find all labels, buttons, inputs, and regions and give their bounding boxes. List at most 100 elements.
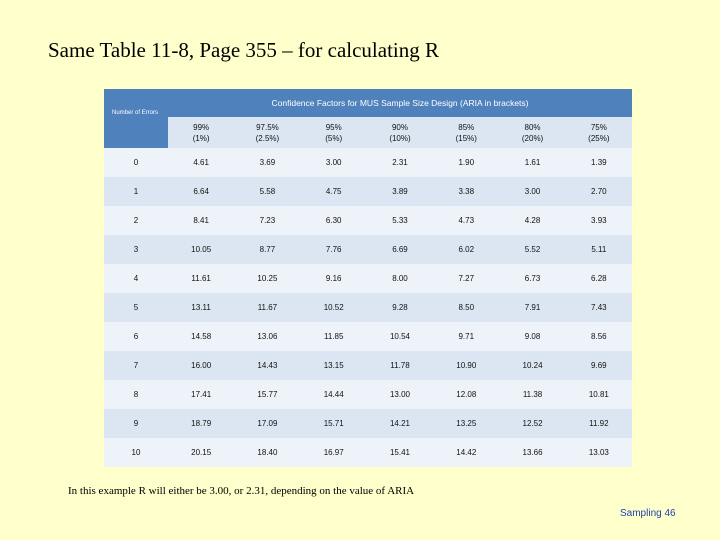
factor-cell: 14.58 (168, 322, 235, 351)
confidence-column-header: 80% (20%) (499, 117, 566, 148)
table-row: 2 8.41 7.23 6.30 5.33 4.73 4.28 3.93 (104, 206, 632, 235)
factor-cell: 1.90 (433, 148, 500, 177)
aria-level: (15%) (455, 133, 477, 143)
factor-cell: 11.85 (300, 322, 367, 351)
slide-footer: Sampling 46 (620, 508, 676, 519)
aria-level: (25%) (588, 133, 610, 143)
factor-cell: 9.08 (499, 322, 566, 351)
aria-level: (10%) (389, 133, 411, 143)
factor-cell: 11.61 (168, 264, 235, 293)
confidence-column-header: 90% (10%) (366, 117, 434, 148)
table-row: 9 18.79 17.09 15.71 14.21 13.25 12.52 11.92 (104, 409, 632, 438)
factor-cell: 11.92 (565, 409, 632, 438)
aria-level: (20%) (521, 133, 544, 143)
table-caption: Confidence Factors for MUS Sample Size D… (168, 89, 632, 117)
factor-cell: 13.66 (499, 438, 566, 467)
confidence-factors-table: Number of Errors Confidence Factors for … (104, 89, 632, 467)
factor-cell: 10.24 (499, 351, 566, 380)
factor-cell: 11.78 (366, 351, 434, 380)
factor-cell: 9.28 (366, 293, 434, 322)
factor-cell: 7.43 (565, 293, 632, 322)
error-count-cell: 4 (104, 264, 168, 293)
factor-cell: 10.25 (234, 264, 301, 293)
factor-cell: 10.81 (565, 380, 632, 409)
factor-cell: 17.09 (234, 409, 301, 438)
factor-cell: 17.41 (168, 380, 235, 409)
factor-cell: 12.08 (433, 380, 500, 409)
factor-cell: 15.71 (300, 409, 367, 438)
factor-cell: 10.52 (300, 293, 367, 322)
table-row: 5 13.11 11.67 10.52 9.28 8.50 7.91 7.43 (104, 293, 632, 322)
table-row: 8 17.41 15.77 14.44 13.00 12.08 11.38 10.81 (104, 380, 632, 409)
error-count-cell: 1 (104, 177, 168, 206)
confidence-level: 85% (458, 122, 475, 132)
factor-cell: 9.69 (565, 351, 632, 380)
factor-cell: 11.38 (499, 380, 566, 409)
factor-cell: 1.61 (499, 148, 566, 177)
factor-cell: 8.41 (168, 206, 235, 235)
factor-cell: 6.64 (168, 177, 235, 206)
factor-cell: 4.75 (300, 177, 367, 206)
factor-cell: 13.15 (300, 351, 367, 380)
factor-cell: 13.03 (565, 438, 632, 467)
factor-cell: 5.33 (366, 206, 434, 235)
factor-cell: 13.25 (433, 409, 500, 438)
factor-cell: 2.31 (366, 148, 434, 177)
error-count-cell: 9 (104, 409, 168, 438)
error-count-cell: 7 (104, 351, 168, 380)
table-row: 3 10.05 8.77 7.76 6.69 6.02 5.52 5.11 (104, 235, 632, 264)
confidence-level: 90% (391, 122, 408, 132)
factor-cell: 15.41 (366, 438, 434, 467)
factor-cell: 2.70 (565, 177, 632, 206)
table-row: 0 4.61 3.69 3.00 2.31 1.90 1.61 1.39 (104, 148, 632, 177)
factor-cell: 5.52 (499, 235, 566, 264)
explanatory-note: In this example R will either be 3.00, o… (68, 485, 415, 497)
factor-cell: 14.21 (366, 409, 434, 438)
factor-cell: 6.28 (565, 264, 632, 293)
factor-cell: 4.28 (499, 206, 566, 235)
factor-cell: 14.43 (234, 351, 301, 380)
factor-cell: 7.23 (234, 206, 301, 235)
factor-cell: 15.77 (234, 380, 301, 409)
factor-cell: 5.11 (565, 235, 632, 264)
factor-cell: 3.69 (234, 148, 301, 177)
factor-cell: 5.58 (234, 177, 301, 206)
factor-cell: 8.77 (234, 235, 301, 264)
aria-level: (5%) (325, 133, 343, 143)
confidence-column-header: 99% (1%) (168, 117, 235, 148)
confidence-level: 97.5% (256, 122, 279, 132)
factor-cell: 8.50 (433, 293, 500, 322)
aria-level: (1%) (192, 133, 210, 143)
factor-cell: 18.79 (168, 409, 235, 438)
table-row: 7 16.00 14.43 13.15 11.78 10.90 10.24 9.69 (104, 351, 632, 380)
factor-cell: 6.30 (300, 206, 367, 235)
factor-cell: 7.27 (433, 264, 500, 293)
slide-title: Same Table 11-8, Page 355 – for calculat… (48, 38, 440, 62)
confidence-level: 95% (325, 122, 342, 132)
factor-cell: 16.97 (300, 438, 367, 467)
factor-cell: 8.56 (565, 322, 632, 351)
error-count-cell: 2 (104, 206, 168, 235)
confidence-level: 75% (590, 122, 607, 132)
factor-cell: 14.42 (433, 438, 500, 467)
factor-cell: 10.90 (433, 351, 500, 380)
factor-cell: 12.52 (499, 409, 566, 438)
factor-cell: 6.02 (433, 235, 500, 264)
table-row: 10 20.15 18.40 16.97 15.41 14.42 13.66 13.03 (104, 438, 632, 467)
factor-cell: 16.00 (168, 351, 235, 380)
confidence-level: 99% (193, 122, 210, 132)
error-count-cell: 8 (104, 380, 168, 409)
error-count-cell: 10 (104, 438, 168, 467)
number-of-errors-header: Number of Errors (104, 89, 168, 148)
factor-cell: 4.61 (168, 148, 235, 177)
factor-cell: 13.06 (234, 322, 301, 351)
factor-cell: 13.00 (366, 380, 434, 409)
factor-cell: 3.93 (565, 206, 632, 235)
factor-cell: 20.15 (168, 438, 235, 467)
factor-cell: 7.91 (499, 293, 566, 322)
factor-cell: 11.67 (234, 293, 301, 322)
error-count-cell: 3 (104, 235, 168, 264)
factor-cell: 3.38 (433, 177, 500, 206)
factor-cell: 14.44 (300, 380, 367, 409)
factor-cell: 4.73 (433, 206, 500, 235)
